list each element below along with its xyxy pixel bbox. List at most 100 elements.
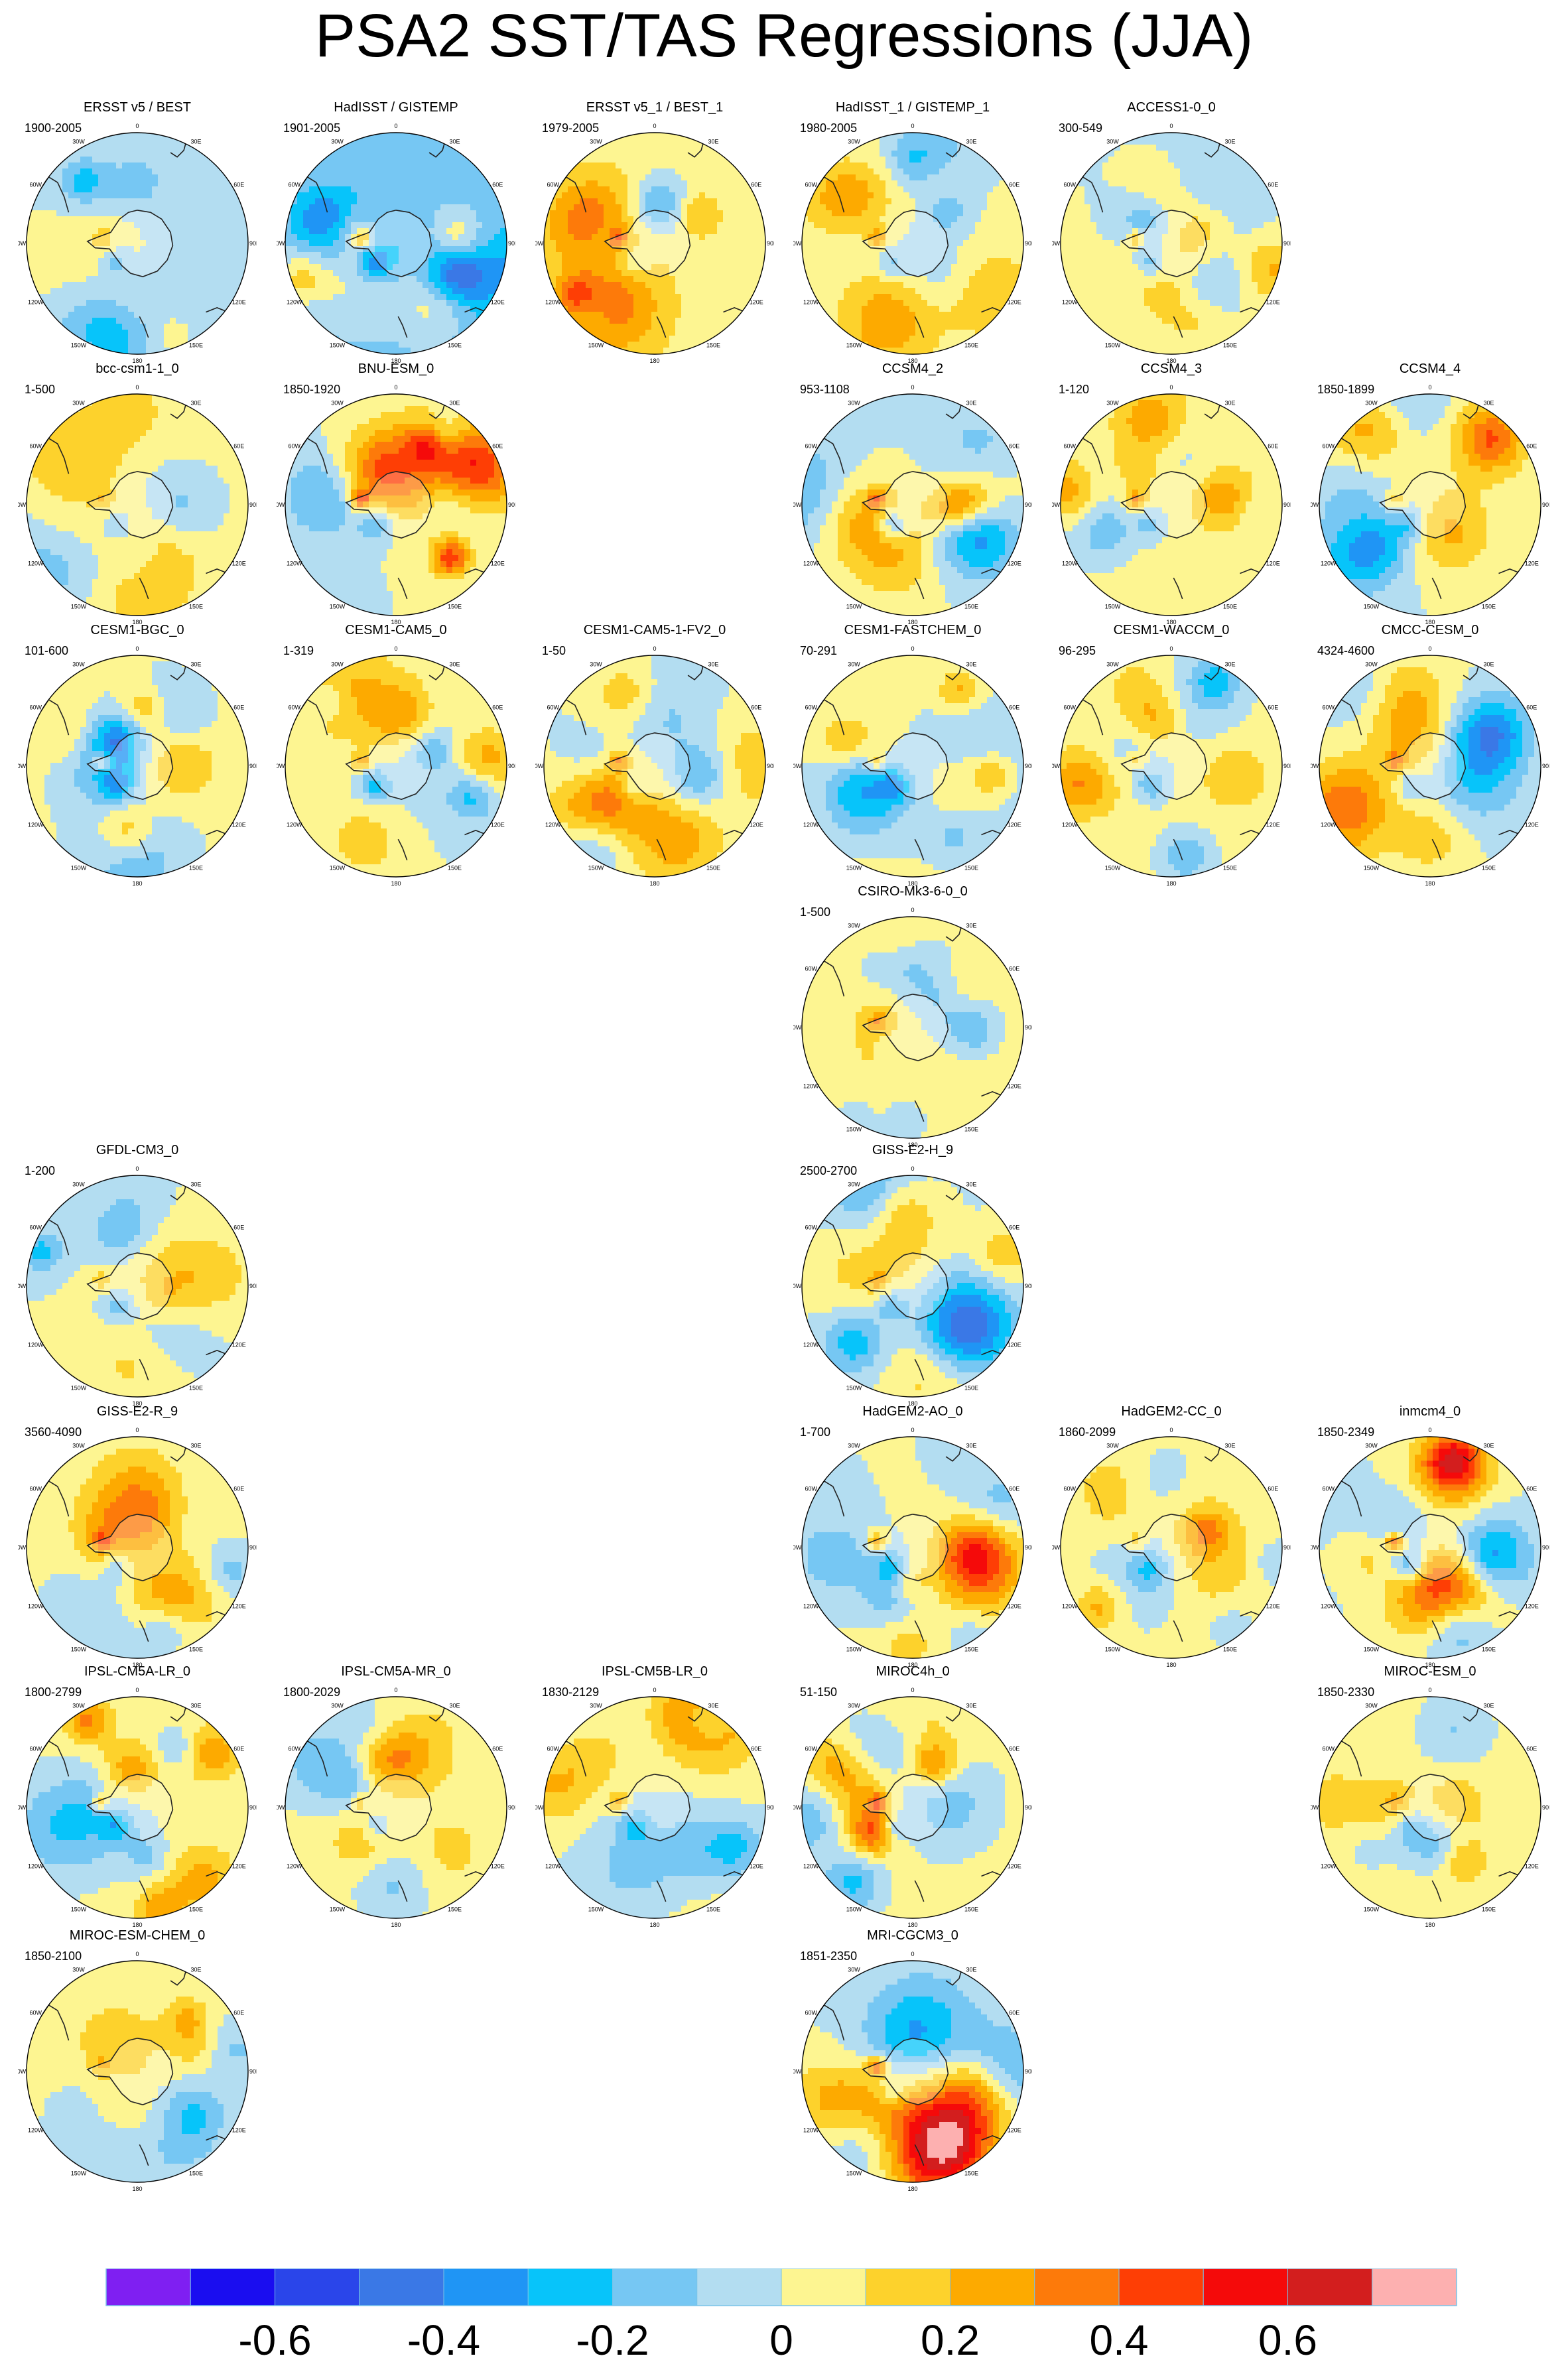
longitude-label: 60E (1526, 704, 1537, 711)
longitude-label: 90E (249, 240, 257, 247)
map-panel: 0 30E 60E 90E 120E 150E 180 150W 120W 90W 60W 30W CE… (18, 622, 257, 887)
panel-period: 1850-1899 (1317, 382, 1374, 397)
colorbar-tick-label: 0.2 (921, 2316, 980, 2364)
longitude-label: 90E (249, 501, 257, 508)
map-border (801, 1436, 1024, 1659)
longitude-label: 90E (1025, 240, 1032, 247)
map-panel: 0 30E 60E 90E 120E 150E 180 150W 120W 90W 60W 30W Ha… (1052, 1404, 1291, 1669)
map-panel: 0 30E 60E 90E 120E 150E 180 150W 120W 90W 60W 30W CE… (535, 622, 774, 887)
panel-title: MIROC4h_0 (793, 1664, 1032, 1679)
longitude-label: 120E (750, 299, 763, 306)
map-border (26, 132, 249, 355)
longitude-label: 0 (135, 123, 139, 129)
longitude-label: 120W (803, 1342, 819, 1348)
panel-period: 1-120 (1059, 382, 1089, 397)
panel-title: IPSL-CM5A-MR_0 (277, 1664, 515, 1679)
regression-field (27, 1437, 248, 1658)
polar-map: 0 30E 60E 90E 120E 150E 180 150W 120W 90W 60W 30W (277, 123, 515, 364)
panel-period: 1-200 (25, 1163, 55, 1178)
longitude-label: 180 (1166, 619, 1176, 625)
longitude-label: 0 (911, 907, 914, 913)
panel-title: HadISST / GISTEMP (277, 99, 515, 115)
longitude-label: 120E (491, 1863, 505, 1870)
coastline (37, 1966, 235, 2166)
longitude-label: 90E (508, 501, 515, 508)
longitude-label: 90W (793, 1544, 802, 1551)
longitude-label: 150E (448, 864, 462, 871)
map-panel: 0 30E 60E 90E 120E 150E 180 150W 120W 90W 60W 30W CM… (1311, 622, 1549, 887)
panel-title: MIROC-ESM-CHEM_0 (18, 1928, 257, 1943)
longitude-label: 150W (846, 603, 862, 610)
longitude-label: 150W (330, 864, 346, 871)
longitude-label: 0 (653, 123, 656, 129)
map-panel: 0 30E 60E 90E 120E 150E 180 150W 120W 90W 60W 30W CC… (793, 361, 1032, 626)
longitude-label: 90W (793, 1024, 802, 1031)
colorbar-swatch (781, 2268, 866, 2306)
polar-map: 0 30E 60E 90E 120E 150E 180 150W 120W 90W 60W 30W (793, 907, 1032, 1148)
coastline (1071, 138, 1270, 338)
longitude-label: 180 (132, 1400, 142, 1407)
longitude-label: 180 (907, 1400, 917, 1407)
longitude-label: 30E (1224, 139, 1235, 145)
map-panel: 0 30E 60E 90E 120E 150E 180 150W 120W 90W 60W 30W IP… (535, 1664, 774, 1929)
longitude-label: 60E (1009, 182, 1019, 188)
polar-map: 0 30E 60E 90E 120E 150E 180 150W 120W 90W 60W 30W (793, 1951, 1032, 2192)
map-border (543, 132, 766, 355)
panel-period: 1850-2349 (1317, 1425, 1374, 1439)
coastline (1330, 661, 1528, 861)
longitude-label: 150E (1223, 1646, 1237, 1652)
longitude-label: 90W (793, 763, 802, 769)
longitude-label: 0 (135, 384, 139, 391)
longitude-label: 30W (72, 139, 85, 145)
map-panel: 0 30E 60E 90E 120E 150E 180 150W 120W 90W 60W 30W GI… (793, 1142, 1032, 1408)
longitude-label: 120W (28, 1863, 44, 1870)
longitude-label: 60E (751, 182, 761, 188)
longitude-label: 30E (966, 1181, 976, 1188)
longitude-label: 150E (189, 1646, 203, 1652)
panel-period: 70-291 (800, 643, 837, 658)
panel-period: 1850-2100 (25, 1949, 82, 1963)
longitude-label: 0 (135, 1687, 139, 1693)
map-border (801, 1696, 1024, 1919)
longitude-label: 60E (233, 443, 244, 450)
longitude-label: 60W (29, 1746, 42, 1752)
longitude-label: 60W (547, 182, 559, 188)
longitude-label: 120W (545, 822, 561, 828)
longitude-label: 30E (966, 1703, 976, 1709)
longitude-label: 30E (1483, 400, 1494, 407)
longitude-label: 120E (1008, 1603, 1021, 1610)
regression-field (1319, 655, 1541, 877)
longitude-label: 90W (1311, 501, 1319, 508)
map-border (1319, 655, 1541, 878)
longitude-label: 150E (189, 1906, 203, 1912)
map-panel: 0 30E 60E 90E 120E 150E 180 150W 120W 90W 60W 30W MI… (793, 1664, 1032, 1929)
panel-period: 1830-2129 (542, 1685, 599, 1699)
panel-title: MRI-CGCM3_0 (793, 1928, 1032, 1943)
longitude-label: 30W (848, 923, 860, 929)
longitude-label: 90E (1542, 1544, 1549, 1551)
map-border (1319, 1696, 1541, 1919)
longitude-label: 90W (1311, 763, 1319, 769)
longitude-label: 0 (911, 384, 914, 391)
longitude-label: 60W (1063, 443, 1076, 450)
colorbar-swatch (105, 2268, 191, 2306)
longitude-label: 90E (1542, 763, 1549, 769)
longitude-label: 60W (29, 1486, 42, 1492)
longitude-label: 120E (1008, 560, 1021, 567)
longitude-label: 120E (1525, 1603, 1539, 1610)
polar-map: 0 30E 60E 90E 120E 150E 180 150W 120W 90W 60W 30W (1311, 1687, 1549, 1928)
longitude-label: 60W (288, 182, 300, 188)
regression-field (1061, 1437, 1282, 1658)
longitude-label: 150E (964, 1384, 978, 1391)
longitude-label: 120W (1321, 560, 1337, 567)
longitude-label: 150W (1105, 342, 1121, 348)
colorbar-tick-label: 0.4 (1090, 2316, 1149, 2364)
longitude-label: 60E (492, 443, 503, 450)
longitude-label: 150W (1105, 603, 1121, 610)
longitude-label: 180 (1425, 1922, 1435, 1928)
longitude-label: 120E (1008, 1083, 1021, 1090)
longitude-label: 90E (249, 2068, 257, 2075)
map-panel: 0 30E 60E 90E 120E 150E 180 150W 120W 90W 60W 30W ER… (535, 99, 774, 365)
longitude-label: 60W (1322, 1486, 1335, 1492)
longitude-label: 30W (590, 139, 602, 145)
